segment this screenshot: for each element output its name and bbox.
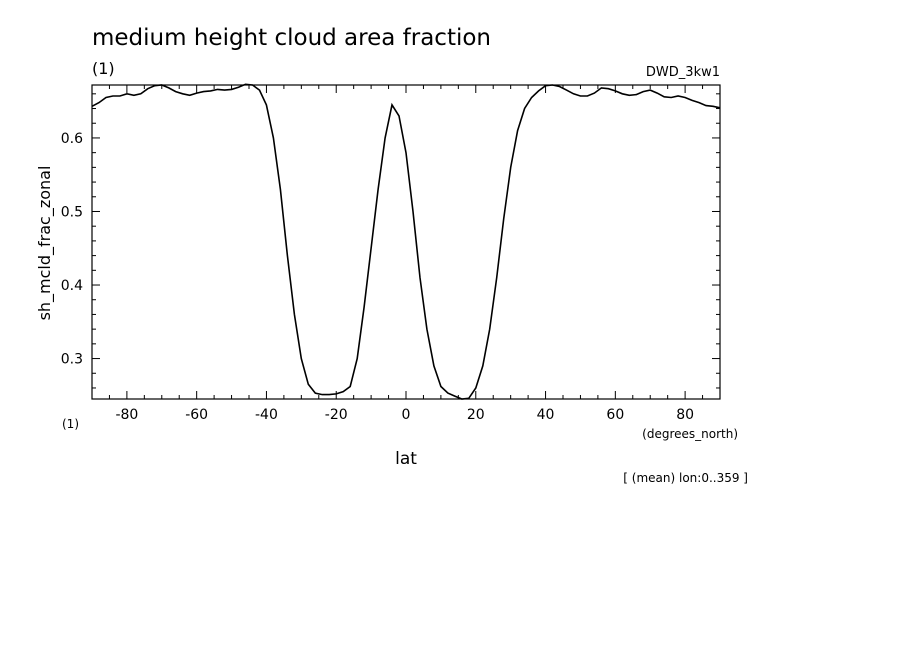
y-tick-label: 0.5 xyxy=(61,204,83,220)
x-tick-label: 80 xyxy=(676,407,694,423)
x-units-label: (degrees_north) xyxy=(642,427,738,441)
x-tick-label: -80 xyxy=(115,407,138,423)
y-tick-label: 0.3 xyxy=(61,352,83,368)
x-tick-label: -40 xyxy=(255,407,278,423)
x-tick-label: -60 xyxy=(185,407,208,423)
y-tick-label: 0.6 xyxy=(61,131,83,147)
y-tick-label: 0.4 xyxy=(61,278,83,294)
x-tick-label: 40 xyxy=(537,407,555,423)
dataset-label: DWD_3kw1 xyxy=(646,65,720,80)
series-line xyxy=(91,83,721,400)
y-units-label: (1) xyxy=(62,417,79,431)
footnote: [ (mean) lon:0..359 ] xyxy=(623,471,748,485)
chart-title: medium height cloud area fraction xyxy=(92,25,491,51)
plot-area: -80 -60 -40 -20 0 20 40 60 80 0.3 0.4 0.5 0.6 xyxy=(61,83,721,423)
x-tick-label: -20 xyxy=(325,407,348,423)
x-tick-label: 0 xyxy=(402,407,411,423)
units-label: (1) xyxy=(92,59,115,78)
x-axis-label: lat xyxy=(395,449,417,469)
plot-frame xyxy=(91,84,721,400)
x-tick-label: 60 xyxy=(606,407,624,423)
x-tick-label: 20 xyxy=(467,407,485,423)
y-axis-label: sh_mcld_frac_zonal xyxy=(35,166,55,321)
